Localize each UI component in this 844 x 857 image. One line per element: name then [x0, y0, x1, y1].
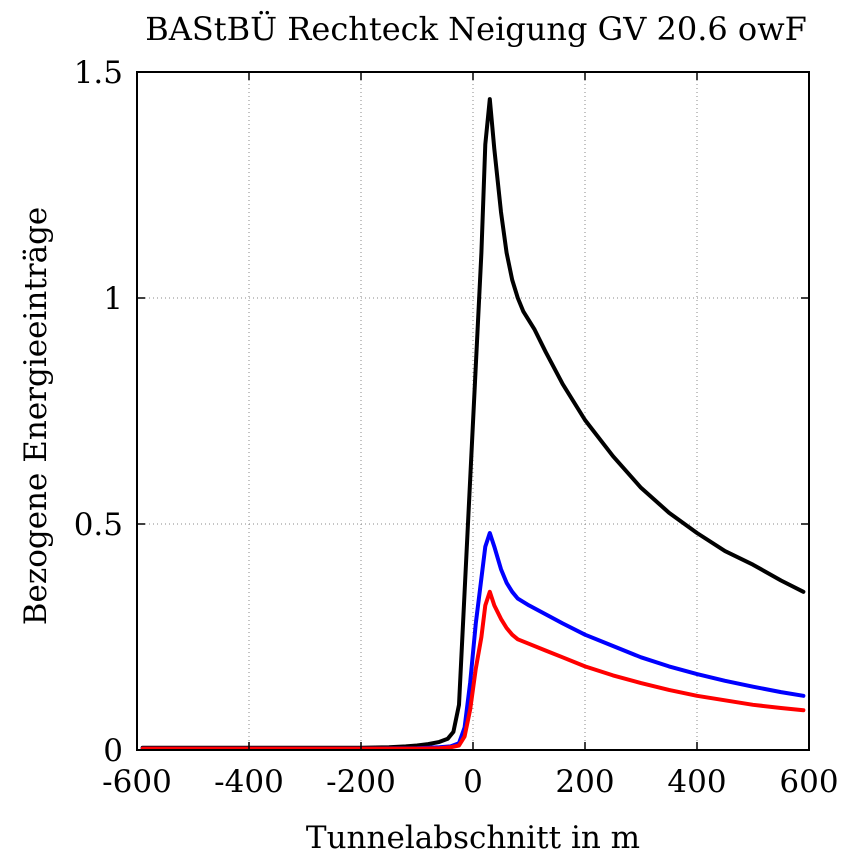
x-tick-label: 400: [667, 764, 726, 800]
series-line-1: [140, 97, 806, 750]
x-tick-label: -600: [102, 764, 172, 800]
x-tick-label: 200: [555, 764, 614, 800]
y-axis-label: Bezogene Energieeinträge: [18, 207, 54, 626]
x-axis-label: Tunnelabschnitt in m: [306, 820, 640, 856]
x-tick-label: 0: [463, 764, 483, 800]
x-tick-label: -400: [214, 764, 284, 800]
chart-title: BAStBÜ Rechteck Neigung GV 20.6 owF: [145, 10, 807, 48]
series-group: [140, 97, 806, 751]
y-tick-label: 0: [103, 733, 123, 769]
x-tick-label: 600: [779, 764, 838, 800]
y-tick-label: 1.5: [74, 55, 123, 91]
axis-ticks: -600 -400 -200 0 200 400 600 0 0.5 1 1.5: [74, 55, 839, 800]
x-tick-label: -200: [326, 764, 396, 800]
series-line-3: [140, 589, 806, 751]
y-tick-label: 1: [103, 281, 123, 317]
y-tick-label: 0.5: [74, 507, 123, 543]
